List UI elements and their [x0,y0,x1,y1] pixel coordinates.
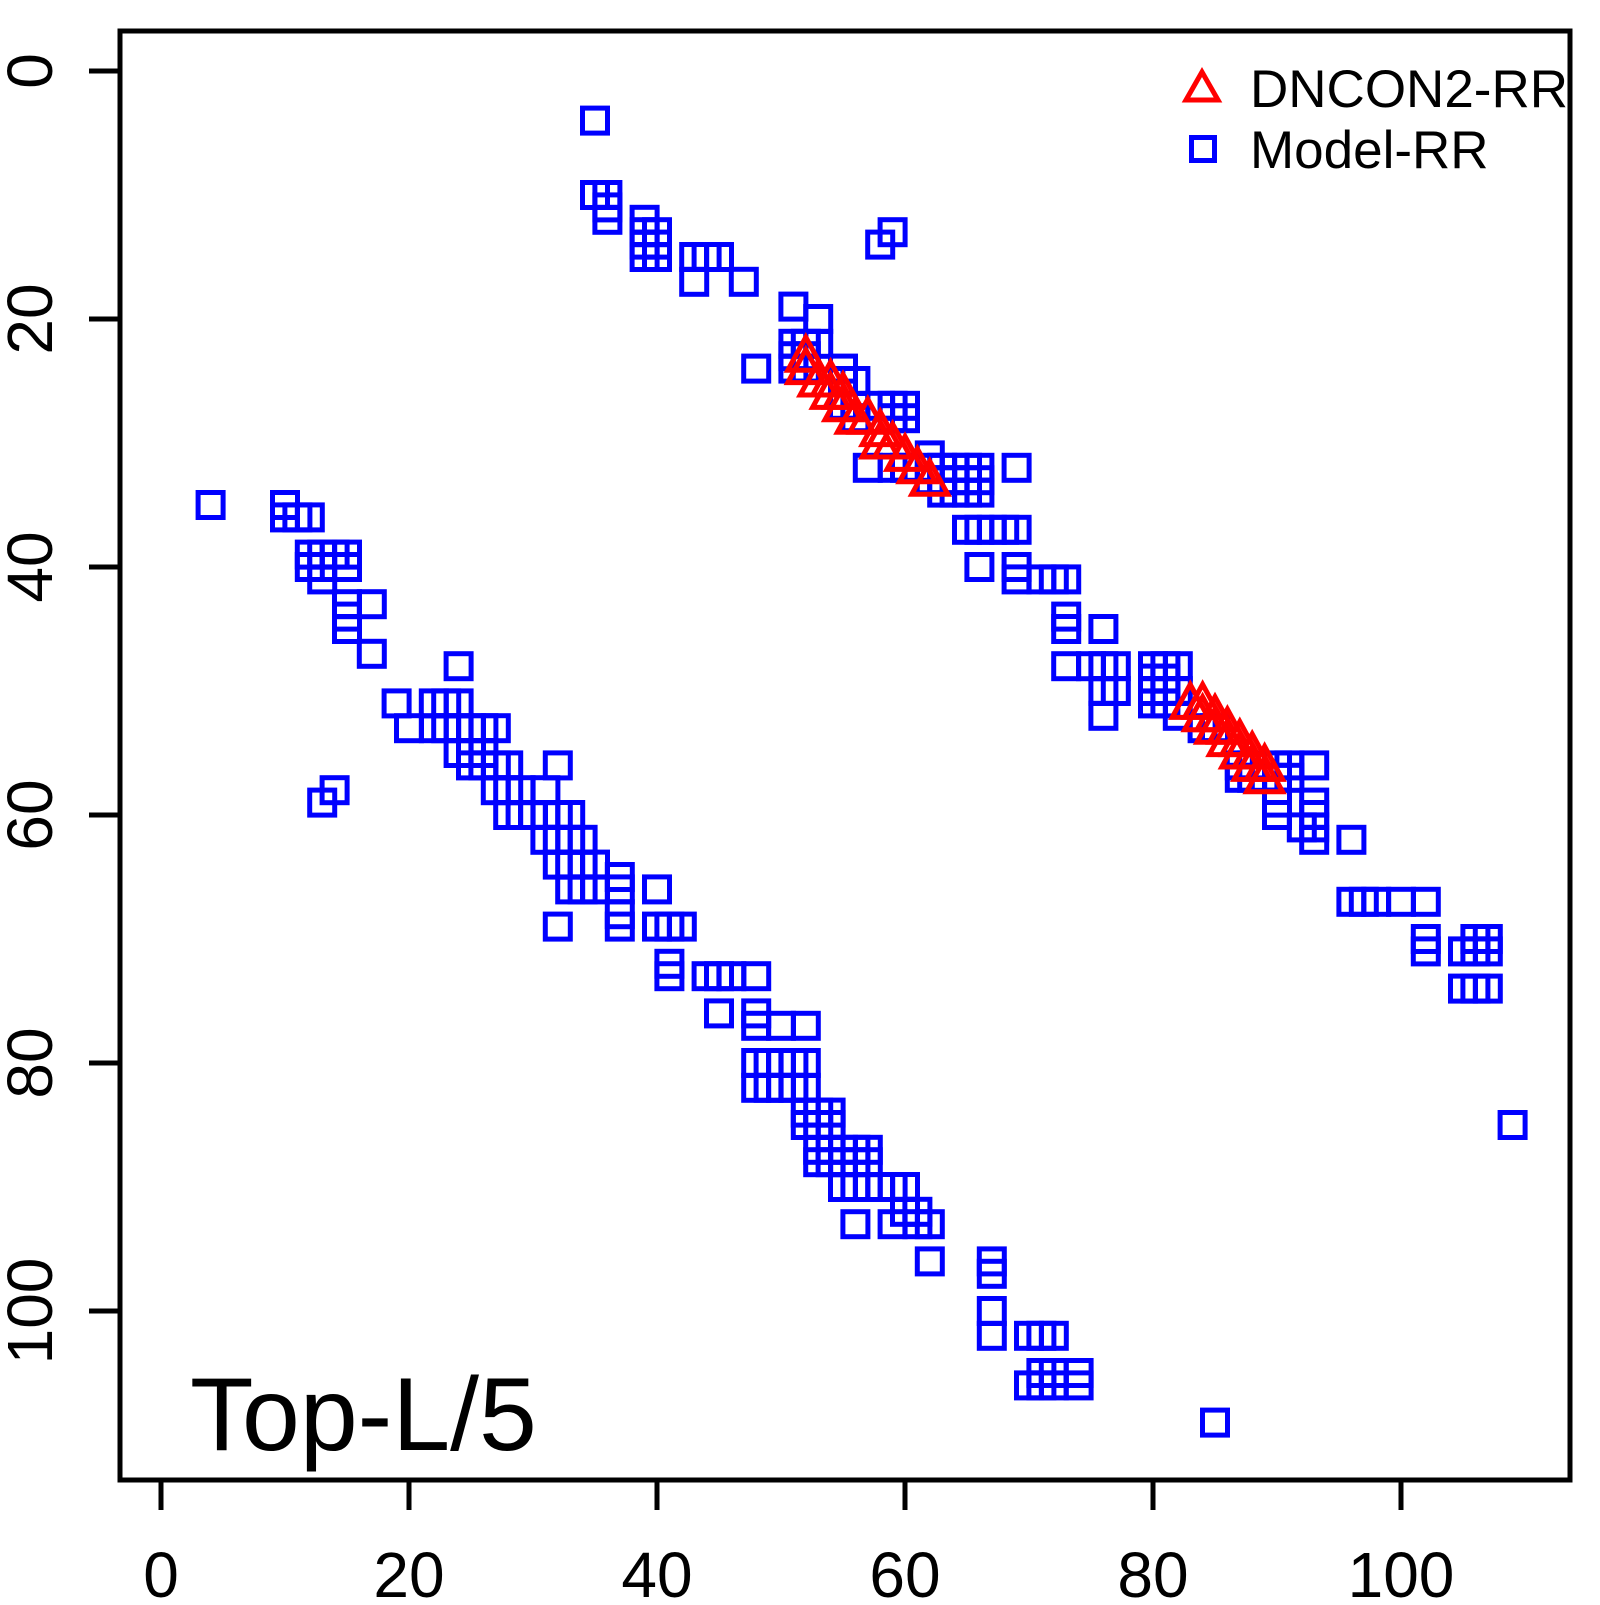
model-rr-point [642,242,672,272]
plot-border [117,28,1573,1483]
model-rr-point [704,242,734,272]
model-rr-point [976,1320,1007,1351]
model-rr-point [1001,452,1032,483]
model-rr-point [443,651,474,682]
y-axis-tick-label: 80 [0,1027,66,1098]
y-axis-tick-label: 20 [0,283,66,354]
x-axis-tick-label: 60 [869,1539,940,1600]
dncon2-rr-point [783,331,829,373]
model-rr-point [728,266,759,297]
model-rr-point [666,911,697,942]
model-rr-point [964,552,995,582]
model-rr-point [294,502,325,533]
model-rr-point [790,1010,821,1041]
model-rr-point [1088,700,1119,731]
model-rr-point [604,911,635,942]
legend-label-dncon2: DNCON2-RR [1250,60,1568,119]
dncon2-rr-point [820,369,866,410]
legend-dncon2-triangle-icon [1181,66,1223,103]
x-axis-tick-label: 80 [1117,1539,1188,1600]
legend-label-model: Model-RR [1250,121,1489,180]
model-rr-point [964,477,995,508]
model-rr-point [1001,514,1032,545]
model-rr-point [542,750,573,781]
model-rr-point [356,638,387,669]
axes: 0 20 40 60 80 100 0 20 40 60 80 100 [0,28,1573,1605]
model-rr-point [976,1258,1007,1289]
y-axis-tick-label: 100 [0,1258,66,1365]
model-rr-point [319,775,350,806]
dncon2-rr-point [1242,753,1287,795]
annotation-top-l5: Top-L/5 [190,1357,537,1473]
model-rr-point [195,490,226,520]
model-rr-point [1410,886,1441,917]
model-rr-point [1472,973,1503,1004]
model-rr-point [1410,936,1441,967]
model-rr-point [1063,1370,1094,1401]
model-rr-point [1497,1110,1528,1140]
model-rr-point [865,229,896,260]
model-rr-point [741,961,772,992]
model-rr-point [307,564,338,595]
model-rr-point [654,961,685,992]
model-rr-point [679,266,710,297]
series-dncon2-rr [783,331,1287,795]
model-rr-point [1299,824,1330,855]
model-rr-point [1472,936,1503,967]
model-rr-point [580,105,610,136]
model-rr-point [332,614,362,644]
dncon2-rr-point [1242,741,1287,782]
model-rr-point [1299,750,1330,781]
model-rr-point [642,874,672,905]
model-rr-point [592,204,623,235]
model-rr-point [542,911,573,942]
dncon2-rr-point [907,455,953,497]
model-rr-point [914,1209,945,1240]
model-rr-point [840,1209,871,1240]
model-rr-point [914,1246,945,1277]
model-rr-point [1051,614,1082,644]
model-rr-point [1051,564,1082,595]
model-rr-point [1038,1320,1069,1351]
y-axis-tick-label: 40 [0,531,66,602]
model-rr-point [704,998,734,1029]
y-axis-tick-label: 60 [0,779,66,850]
model-rr-point [1200,1407,1230,1438]
x-axis-tick-label: 0 [143,1539,179,1600]
legend-model-square-icon [1189,135,1217,163]
model-rr-point [741,353,772,384]
y-axis-tick-label: 0 [0,53,66,89]
x-axis-tick-label: 20 [373,1539,444,1600]
legend: DNCON2-RR Model-RR [1181,60,1568,180]
x-axis-tick-label: 40 [621,1539,692,1600]
model-rr-point [1088,614,1119,644]
x-axis-tick-label: 100 [1348,1539,1455,1600]
model-rr-point [1336,824,1367,855]
model-rr-point [356,589,387,620]
model-rr-point [890,403,920,434]
